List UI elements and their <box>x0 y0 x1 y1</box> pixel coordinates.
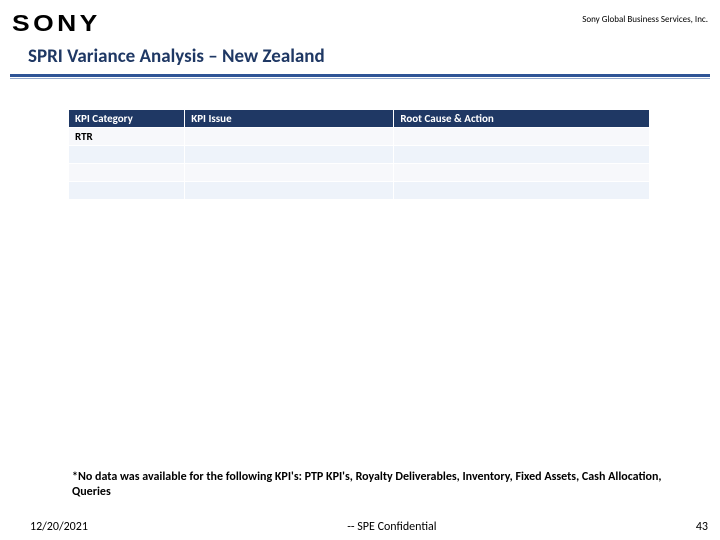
table-row: RTR <box>69 128 650 146</box>
sony-logo: SONY <box>12 10 101 37</box>
table-container: KPI Category KPI Issue Root Cause & Acti… <box>0 79 720 200</box>
table-row <box>69 182 650 200</box>
cell-kpi-category <box>69 164 185 182</box>
footer-confidential: -- SPE Confidential <box>88 520 696 534</box>
table-row <box>69 164 650 182</box>
footer: 12/20/2021 -- SPE Confidential 43 <box>0 520 720 534</box>
cell-kpi-issue <box>185 146 394 164</box>
cell-kpi-issue <box>185 182 394 200</box>
cell-kpi-category: RTR <box>69 128 185 146</box>
cell-kpi-issue <box>185 128 394 146</box>
footer-page-number: 43 <box>696 520 708 534</box>
variance-table: KPI Category KPI Issue Root Cause & Acti… <box>68 109 650 200</box>
table-row <box>69 146 650 164</box>
col-kpi-issue: KPI Issue <box>185 110 394 128</box>
company-name: Sony Global Business Services, Inc. <box>582 10 708 25</box>
table-header-row: KPI Category KPI Issue Root Cause & Acti… <box>69 110 650 128</box>
header: SONY Sony Global Business Services, Inc. <box>0 0 720 39</box>
col-kpi-category: KPI Category <box>69 110 185 128</box>
cell-root-cause <box>394 146 650 164</box>
cell-kpi-category <box>69 146 185 164</box>
cell-kpi-issue <box>185 164 394 182</box>
col-root-cause: Root Cause & Action <box>394 110 650 128</box>
footnote: *No data was available for the following… <box>72 470 670 500</box>
footer-date: 12/20/2021 <box>30 520 88 534</box>
cell-root-cause <box>394 128 650 146</box>
cell-root-cause <box>394 182 650 200</box>
page-title: SPRI Variance Analysis – New Zealand <box>0 39 720 74</box>
cell-root-cause <box>394 164 650 182</box>
cell-kpi-category <box>69 182 185 200</box>
